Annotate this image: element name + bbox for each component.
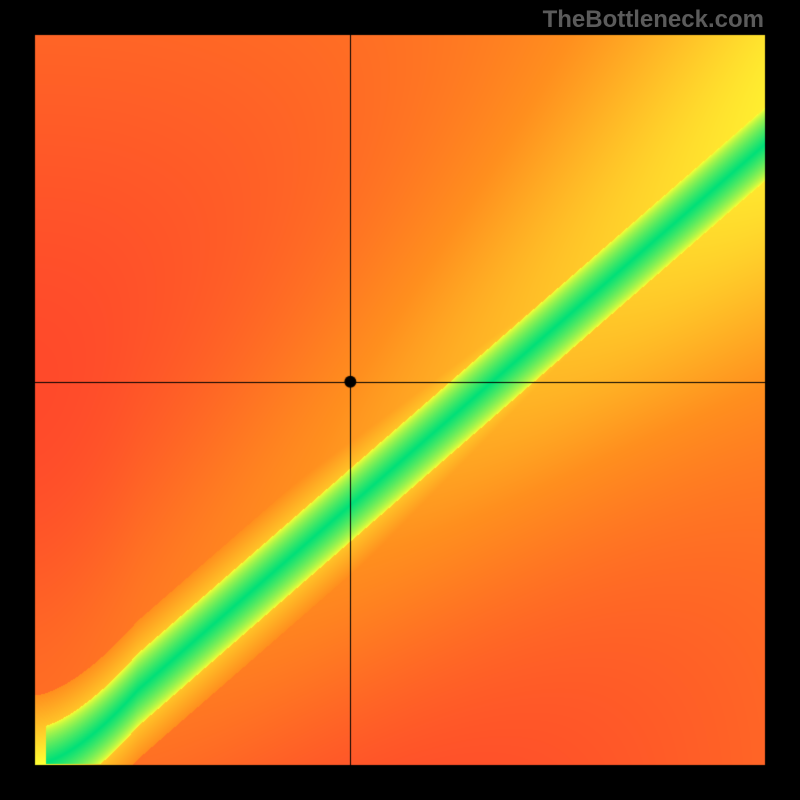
- chart-container: TheBottleneck.com: [0, 0, 800, 800]
- watermark-text: TheBottleneck.com: [543, 6, 764, 34]
- bottleneck-heatmap: [0, 0, 800, 800]
